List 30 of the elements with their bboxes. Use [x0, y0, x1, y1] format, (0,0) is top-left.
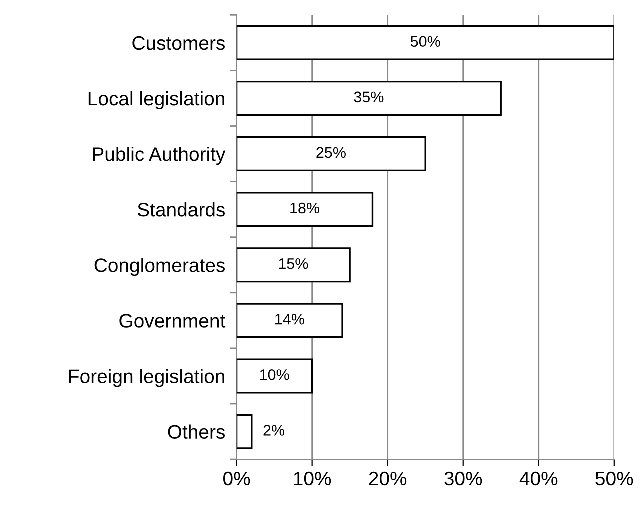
data-label: 35% [354, 92, 384, 103]
y-tick-label: Local legislation [88, 91, 224, 110]
data-label: 25% [316, 147, 346, 158]
x-tick-label: 30% [444, 472, 482, 486]
bar [236, 80, 502, 116]
bar [236, 25, 614, 60]
y-tick-label: Conglomerates [94, 258, 225, 276]
data-label: 15% [279, 258, 308, 270]
x-tick-label: 0% [224, 472, 250, 486]
bar [236, 414, 253, 450]
data-label: 10% [260, 370, 290, 380]
bar [236, 248, 351, 283]
x-tick-label: 10% [294, 472, 332, 486]
bar [236, 303, 344, 338]
y-tick-label: Standards [138, 202, 225, 217]
y-tick-label: Customers [132, 36, 225, 50]
bar [236, 192, 374, 228]
y-tick-label: Public Authority [93, 146, 226, 166]
y-tick-label: Others [168, 424, 225, 440]
bar [236, 136, 426, 172]
data-label: 14% [276, 314, 304, 325]
bar [236, 358, 314, 394]
data-label: 50% [410, 36, 440, 48]
y-tick-label: Government [120, 314, 226, 328]
y-tick-label: Foreign legislation [69, 369, 224, 388]
x-tick-label: 20% [369, 472, 407, 486]
x-tick-label: 40% [520, 472, 558, 486]
data-label: 2% [264, 425, 285, 436]
data-label: 18% [290, 202, 320, 214]
x-tick-label: 50% [596, 472, 634, 486]
